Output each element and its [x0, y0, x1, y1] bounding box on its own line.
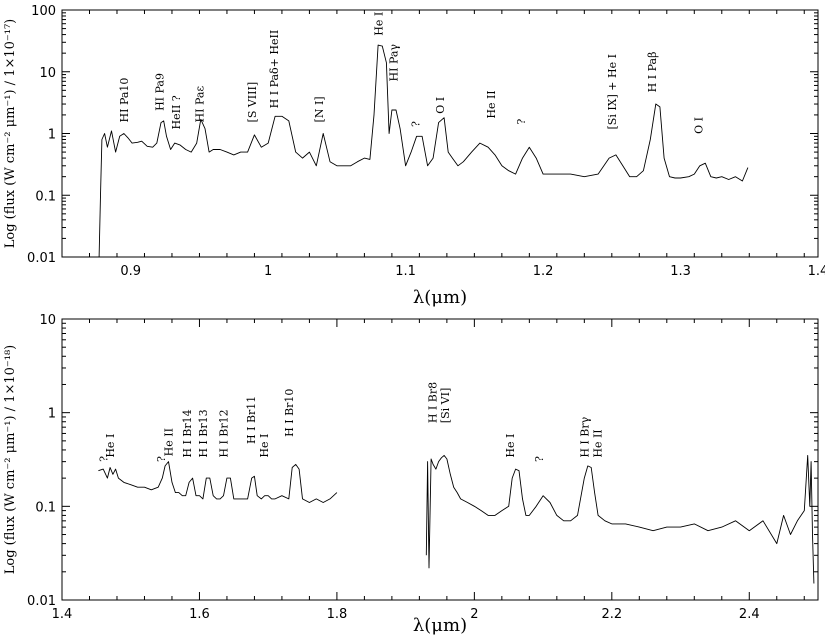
x-tick-label: 1.2 — [533, 264, 554, 279]
line-annotation: ? — [515, 119, 528, 125]
y-tick-label: 10 — [39, 66, 56, 81]
y-tick-label: 0.01 — [27, 594, 56, 609]
line-annotation: HI Pa9 — [154, 73, 167, 111]
line-annotation: He I — [104, 434, 117, 458]
line-annotation: He II — [163, 428, 176, 456]
x-tick-label: 1.4 — [808, 264, 825, 279]
line-annotation: ? — [97, 456, 110, 462]
line-annotation: H I Paδ+ HeII — [268, 30, 281, 109]
x-tick-label: 1 — [264, 264, 272, 279]
y-tick-label: 0.01 — [27, 251, 56, 266]
x-tick-label: 0.9 — [120, 264, 141, 279]
top-spectrum-panel: 0.9 1 1.1 1.2 1.3 1.4 0.01 0.1 1 10 100 λ(μm) Log (f… — [3, 4, 825, 308]
line-annotation: HeII ? — [170, 95, 183, 129]
line-annotation: H I Br12 — [218, 409, 231, 457]
line-annotation: O I — [693, 117, 706, 134]
line-annotation: HI Paε — [194, 86, 207, 123]
x-tick-label: 1.6 — [189, 607, 210, 622]
line-annotation: HI Paγ — [387, 44, 400, 82]
line-annotation: H I Br10 — [283, 389, 296, 437]
line-annotation: ? — [409, 121, 422, 127]
line-annotation: HI Pa10 — [118, 78, 131, 123]
line-annotation: [Si IX] + He I — [606, 54, 619, 129]
line-annotation: ? — [155, 456, 168, 462]
y-tick-label: 0.1 — [35, 500, 56, 515]
y-tick-label: 1 — [48, 407, 56, 422]
x-tick-label: 2 — [470, 607, 478, 622]
line-annotation: He I — [504, 434, 517, 458]
line-annotation: [N I] — [313, 96, 326, 122]
spectrum-line-1 — [98, 461, 338, 503]
x-tick-label: 2.4 — [739, 607, 760, 622]
line-annotation: H I Brγ — [578, 416, 591, 457]
x-tick-label: 2.2 — [601, 607, 622, 622]
x-tick-label: 1.8 — [327, 607, 348, 622]
x-axis-title: λ(μm) — [413, 615, 467, 636]
line-annotation: O I — [434, 97, 447, 114]
spectrum-line-1 — [98, 44, 749, 258]
line-annotation: [S VIII] — [246, 82, 259, 123]
line-annotation: H I Br11 — [245, 396, 258, 444]
y-tick-label: 10 — [39, 313, 56, 328]
plot-frame — [61, 318, 819, 601]
line-annotation: ? — [533, 456, 546, 462]
bottom-spectrum-panel: 1.4 1.6 1.8 2 2.2 2.4 0.01 0.1 1 10 λ(μm) Log (flux… — [3, 313, 819, 636]
spectrum-line-2 — [425, 454, 815, 584]
y-tick-label: 100 — [31, 4, 56, 19]
line-annotation: He I — [258, 434, 271, 458]
x-tick-label: 1.1 — [395, 264, 416, 279]
y-axis-title: Log (flux (W cm⁻² μm⁻¹) / 1×10⁻¹⁷) — [3, 19, 18, 249]
line-annotation: [Si VI] — [439, 388, 452, 423]
line-annotation: H I Br8 — [427, 382, 440, 423]
line-annotation: He II — [592, 429, 605, 457]
x-tick-label: 1.4 — [52, 607, 73, 622]
y-axis-title: Log (flux (W cm⁻² μm⁻¹) / 1×10⁻¹⁸) — [3, 345, 18, 575]
y-tick-label: 1 — [48, 128, 56, 143]
x-tick-label: 1.3 — [670, 264, 691, 279]
x-axis-title: λ(μm) — [413, 287, 467, 308]
line-annotation: He II — [485, 90, 498, 118]
line-annotation: H I Paβ — [646, 52, 659, 93]
y-tick-label: 0.1 — [35, 189, 56, 204]
line-annotation: H I Br14 — [181, 409, 194, 457]
line-annotation: H I Br13 — [197, 409, 210, 457]
line-annotation: He I — [372, 12, 385, 36]
